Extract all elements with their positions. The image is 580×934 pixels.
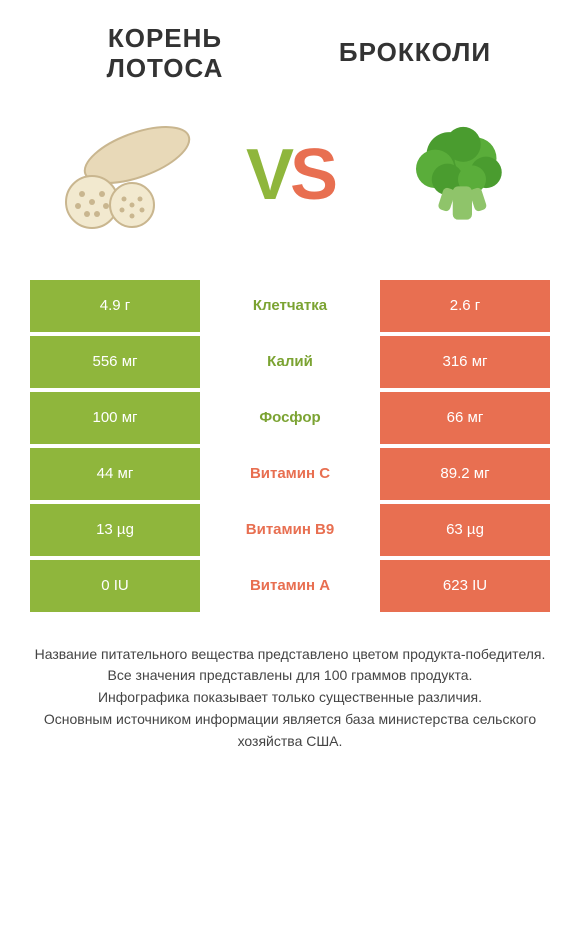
left-product-title: Корень лотоса — [40, 24, 290, 84]
vs-v: V — [246, 135, 290, 215]
left-value-cell: 13 µg — [30, 504, 200, 556]
left-value-cell: 100 мг — [30, 392, 200, 444]
right-product-image — [378, 110, 538, 240]
right-value-cell: 316 мг — [380, 336, 550, 388]
left-title-line2: лотоса — [107, 53, 224, 83]
nutrient-label-cell: Калий — [200, 336, 380, 388]
right-title: Брокколи — [339, 37, 491, 67]
right-value-cell: 63 µg — [380, 504, 550, 556]
table-row: 100 мгФосфор66 мг — [30, 392, 550, 444]
right-product-title: Брокколи — [290, 24, 540, 84]
footnote: Название питательного вещества представл… — [28, 644, 552, 752]
right-value-cell: 623 IU — [380, 560, 550, 612]
left-value-cell: 4.9 г — [30, 280, 200, 332]
table-row: 44 мгВитамин C89.2 мг — [30, 448, 550, 500]
table-row: 13 µgВитамин B963 µg — [30, 504, 550, 556]
nutrition-table: 4.9 гКлетчатка2.6 г556 мгКалий316 мг100 … — [30, 280, 550, 612]
nutrient-label-cell: Витамин A — [200, 560, 380, 612]
right-value-cell: 89.2 мг — [380, 448, 550, 500]
right-value-cell: 2.6 г — [380, 280, 550, 332]
table-row: 4.9 гКлетчатка2.6 г — [30, 280, 550, 332]
broccoli-icon — [388, 115, 528, 235]
footnote-line-4: Основным источником информации является … — [28, 709, 552, 752]
nutrient-label-cell: Фосфор — [200, 392, 380, 444]
left-value-cell: 44 мг — [30, 448, 200, 500]
table-row: 556 мгКалий316 мг — [30, 336, 550, 388]
table-row: 0 IUВитамин A623 IU — [30, 560, 550, 612]
left-value-cell: 556 мг — [30, 336, 200, 388]
footnote-line-2: Все значения представлены для 100 граммо… — [28, 665, 552, 687]
left-title-line1: Корень — [108, 23, 222, 53]
right-value-cell: 66 мг — [380, 392, 550, 444]
footnote-line-3: Инфографика показывает только существенн… — [28, 687, 552, 709]
nutrient-label-cell: Витамин C — [200, 448, 380, 500]
lotus-root-icon — [42, 110, 202, 240]
left-value-cell: 0 IU — [30, 560, 200, 612]
nutrient-label-cell: Клетчатка — [200, 280, 380, 332]
left-product-image — [42, 110, 202, 240]
images-row: VS — [0, 94, 580, 268]
vs-label: VS — [246, 134, 334, 216]
vs-s: S — [290, 135, 334, 215]
nutrient-label-cell: Витамин B9 — [200, 504, 380, 556]
footnote-line-1: Название питательного вещества представл… — [28, 644, 552, 666]
header: Корень лотоса Брокколи — [0, 0, 580, 94]
